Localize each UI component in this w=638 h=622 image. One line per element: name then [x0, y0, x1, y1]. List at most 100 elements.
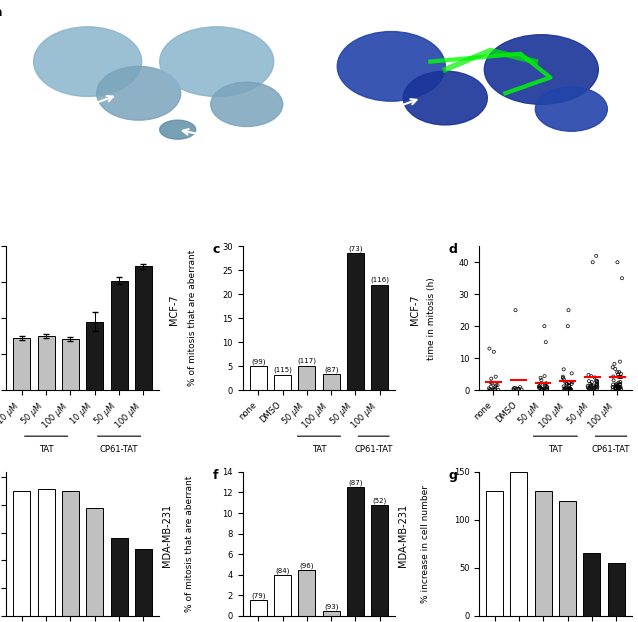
Point: [563, 305, 574, 315]
Bar: [510, 472, 528, 616]
Point: [535, 383, 545, 392]
Point: [510, 383, 520, 392]
Bar: [135, 549, 152, 616]
Point: [567, 379, 577, 389]
Point: [493, 380, 503, 390]
Point: [542, 384, 552, 394]
Point: [559, 374, 569, 384]
Point: [587, 377, 597, 387]
Point: [491, 381, 501, 391]
Point: [592, 376, 602, 386]
Text: (117): (117): [297, 358, 316, 364]
Bar: [323, 374, 339, 390]
Point: [613, 369, 623, 379]
Bar: [135, 266, 152, 390]
Point: [615, 379, 625, 389]
Bar: [13, 338, 31, 390]
Point: [542, 384, 552, 394]
Point: [560, 383, 570, 392]
Point: [615, 382, 625, 392]
Bar: [323, 611, 339, 616]
Point: [542, 382, 553, 392]
Point: [607, 362, 618, 372]
Point: [486, 382, 496, 392]
Text: (73): (73): [348, 246, 363, 252]
Point: [564, 381, 574, 391]
Point: [540, 371, 550, 381]
Point: [590, 373, 600, 383]
Point: [565, 385, 575, 395]
Point: [538, 384, 549, 394]
Text: (52): (52): [373, 497, 387, 504]
Text: (87): (87): [348, 480, 363, 486]
Point: [582, 383, 593, 392]
Bar: [486, 491, 503, 616]
Point: [612, 383, 623, 392]
Title: MCF-7: MCF-7: [410, 295, 420, 325]
Point: [591, 376, 601, 386]
Point: [542, 385, 552, 395]
Point: [607, 382, 618, 392]
Point: [537, 384, 547, 394]
Point: [563, 321, 573, 331]
Bar: [274, 575, 291, 616]
Point: [485, 384, 495, 394]
Text: CP61-TAT: CP61-TAT: [355, 445, 393, 454]
Point: [616, 384, 627, 394]
Point: [608, 379, 618, 389]
Point: [537, 384, 547, 394]
Point: [616, 382, 626, 392]
Text: CP61-TAT: CP61-TAT: [100, 445, 138, 454]
Y-axis label: % of mitosis that are aberrant: % of mitosis that are aberrant: [188, 250, 197, 386]
Bar: [535, 491, 552, 616]
Point: [567, 377, 577, 387]
Point: [565, 384, 575, 394]
Point: [592, 383, 602, 392]
Bar: [38, 488, 55, 616]
Point: [584, 384, 595, 394]
Text: TAT: TAT: [548, 445, 563, 454]
Point: [590, 383, 600, 392]
Bar: [110, 281, 128, 390]
Point: [560, 377, 570, 387]
Point: [592, 382, 602, 392]
Point: [486, 374, 496, 384]
Point: [564, 383, 574, 393]
Point: [614, 378, 624, 388]
Point: [490, 384, 500, 394]
Point: [542, 383, 552, 392]
Text: (84): (84): [276, 567, 290, 573]
Point: [558, 381, 568, 391]
Point: [588, 385, 598, 395]
Point: [513, 384, 523, 394]
Bar: [110, 538, 128, 616]
Point: [487, 378, 497, 388]
Point: [611, 384, 621, 394]
Point: [564, 381, 574, 391]
Point: [560, 385, 570, 395]
Point: [607, 385, 618, 395]
Point: [609, 376, 619, 386]
Point: [586, 371, 597, 381]
Point: [591, 251, 602, 261]
Bar: [62, 339, 79, 390]
Point: [484, 383, 494, 393]
Point: [591, 379, 602, 389]
Point: [613, 383, 623, 392]
Point: [588, 258, 598, 267]
Point: [591, 379, 602, 389]
Point: [489, 347, 499, 357]
Point: [560, 384, 570, 394]
Text: (99): (99): [251, 358, 265, 364]
Point: [512, 384, 522, 394]
Point: [559, 364, 569, 374]
Point: [515, 382, 525, 392]
Point: [591, 384, 602, 394]
Point: [617, 273, 627, 283]
Text: (116): (116): [370, 277, 389, 283]
Title: MCF-7: MCF-7: [169, 295, 179, 325]
Point: [585, 379, 595, 389]
Text: g: g: [449, 469, 457, 482]
Bar: [607, 563, 625, 616]
Point: [615, 356, 625, 366]
